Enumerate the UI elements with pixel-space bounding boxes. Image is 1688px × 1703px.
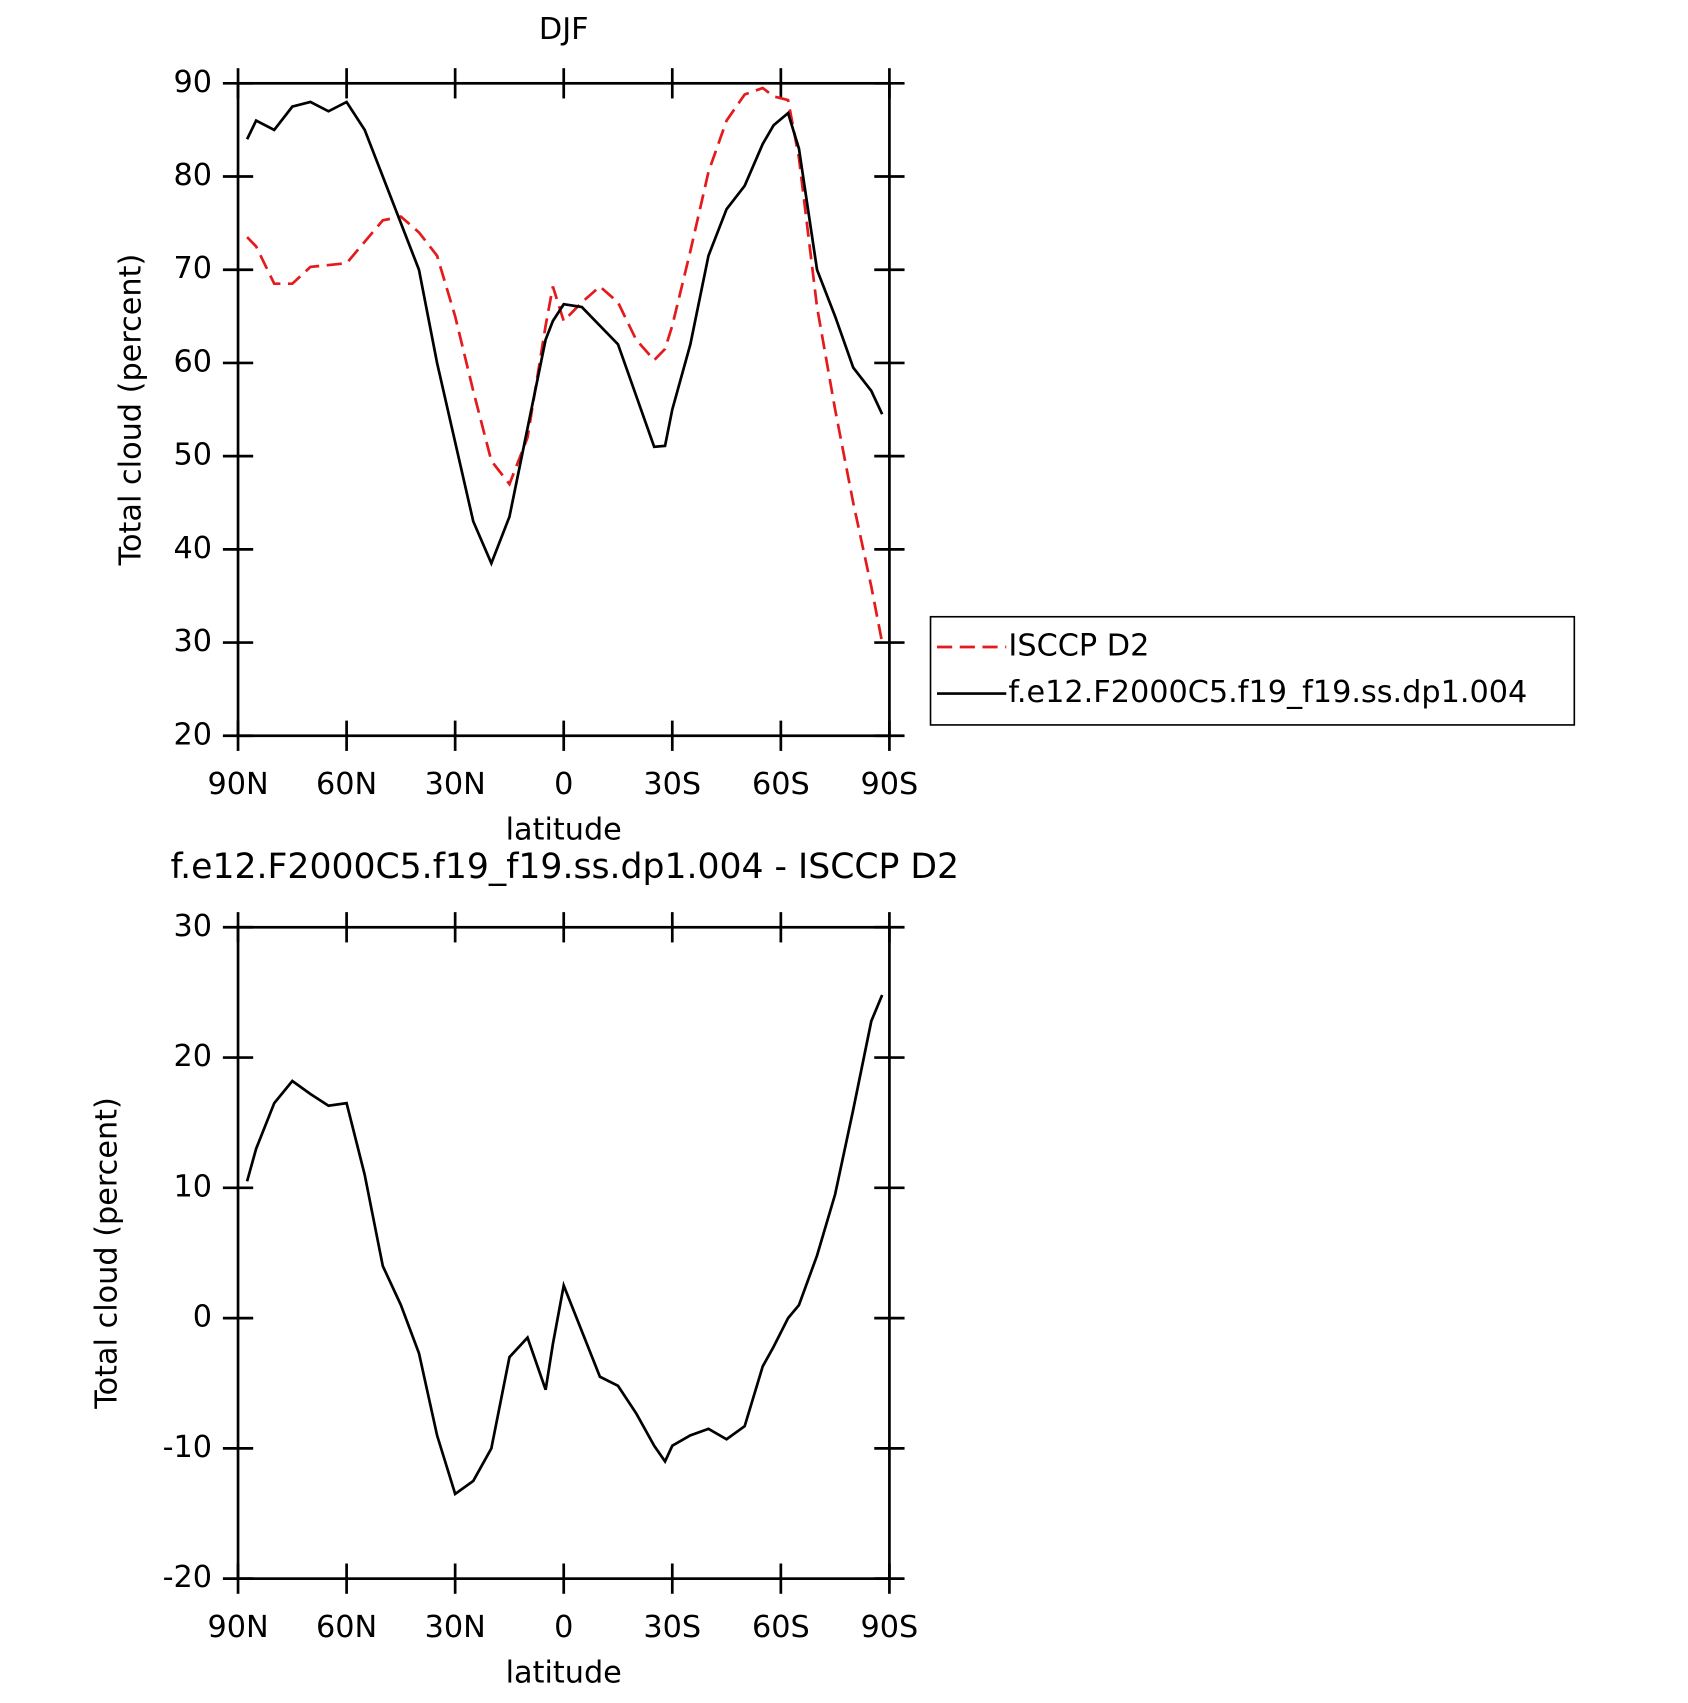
legend-label: f.e12.F2000C5.f19_f19.ss.dp1.004: [1008, 675, 1527, 710]
x-tick-label: 90N: [207, 767, 268, 802]
x-tick-label: 60N: [316, 1610, 377, 1645]
x-tick-label: 90N: [207, 1610, 268, 1645]
plot-area: DJF 20 30 40 50 60 70 80 90 90N 60N 30N 0 30S 60S 90S la…: [90, 12, 1576, 1690]
y-axis-label: Total cloud (percent): [114, 254, 149, 567]
x-tick-label: 90S: [861, 767, 919, 802]
series-line: [245, 994, 884, 1497]
y-tick-label: 60: [174, 344, 213, 379]
legend-box: [929, 615, 1576, 726]
x-tick-label: 90S: [861, 1610, 919, 1645]
x-tick-label: 30N: [425, 1610, 486, 1645]
y-tick-label: 70: [174, 251, 213, 286]
y-tick-label: 40: [174, 531, 213, 566]
x-tick-label: 0: [554, 1610, 573, 1645]
y-tick-label: -10: [163, 1430, 212, 1465]
y-tick-label: 30: [174, 624, 213, 659]
x-axis-label: latitude: [506, 1655, 622, 1690]
y-tick-label: 20: [174, 1039, 213, 1074]
x-axis-label: latitude: [506, 812, 622, 847]
x-tick-label: 30N: [425, 767, 486, 802]
y-tick-label: 90: [174, 65, 213, 100]
x-tick-label: 30S: [643, 767, 701, 802]
y-tick-label: 10: [174, 1169, 213, 1204]
y-tick-label: 20: [174, 717, 213, 752]
y-tick-label: 0: [193, 1300, 212, 1335]
x-tick-label: 60S: [752, 767, 810, 802]
y-tick-label: -20: [163, 1560, 212, 1595]
legend: ISCCP D2 f.e12.F2000C5.f19_f19.ss.dp1.004: [929, 615, 1576, 726]
chart-title: DJF: [539, 12, 589, 47]
y-tick-label: 80: [174, 158, 213, 193]
axes-frame: [236, 925, 891, 1580]
chart-title: f.e12.F2000C5.f19_f19.ss.dp1.004 - ISCCP…: [171, 847, 960, 887]
series-line: [245, 100, 884, 567]
series-line: [246, 86, 884, 643]
legend-label: ISCCP D2: [1008, 629, 1149, 664]
x-tick-label: 0: [554, 767, 573, 802]
x-tick-label: 30S: [643, 1610, 701, 1645]
y-tick-label: 50: [174, 438, 213, 473]
y-axis-label: Total cloud (percent): [90, 1097, 125, 1410]
y-tick-label: 30: [174, 909, 213, 944]
x-tick-label: 60N: [316, 767, 377, 802]
axes-frame: [236, 81, 891, 738]
x-tick-label: 60S: [752, 1610, 810, 1645]
